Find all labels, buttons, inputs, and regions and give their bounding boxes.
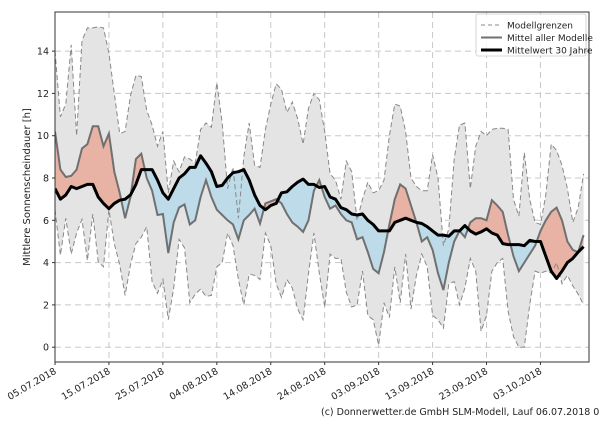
x-tick-label: 04.08.2018 xyxy=(168,366,221,403)
x-tick-label: 13.09.2018 xyxy=(383,366,436,403)
legend-label: Mittel aller Modelle xyxy=(507,34,593,44)
y-tick-label: 2 xyxy=(43,300,49,311)
y-tick-label: 10 xyxy=(37,131,49,142)
x-tick-label: 03.09.2018 xyxy=(330,366,383,403)
legend-label: Modellgrenzen xyxy=(507,22,573,32)
y-tick-label: 14 xyxy=(37,47,49,58)
model-mean-line xyxy=(55,125,585,291)
x-tick-label: 24.08.2018 xyxy=(276,366,329,403)
y-tick-label: 0 xyxy=(43,343,49,354)
model-lower-bound-line xyxy=(55,209,585,348)
footer-credit: (c) Donnerwetter.de GmbH SLM-Modell, Lau… xyxy=(321,407,600,418)
x-tick-label: 14.08.2018 xyxy=(222,366,275,403)
x-tick-label: 03.10.2018 xyxy=(491,366,544,403)
x-tick-label: 23.09.2018 xyxy=(437,366,490,403)
legend-label: Mittelwert 30 Jahre xyxy=(507,47,593,57)
y-axis-label: Mittlere Sonnenscheindauer [h] xyxy=(22,108,33,266)
plot-frame xyxy=(54,11,590,363)
x-tick-label: 25.07.2018 xyxy=(114,366,167,403)
y-axis: 0 2 4 6 8 10 12 14 xyxy=(37,47,55,354)
legend: Modellgrenzen Mittel aller Modelle Mittelw… xyxy=(475,13,593,57)
y-tick-label: 6 xyxy=(43,216,49,227)
x-tick-label: 05.07.2018 xyxy=(6,366,59,403)
y-tick-label: 8 xyxy=(43,174,49,185)
y-tick-label: 4 xyxy=(43,258,49,269)
x-axis: 05.07.2018 15.07.2018 25.07.2018 04.08.2018… xyxy=(6,362,544,403)
model-upper-bound-line xyxy=(55,26,585,246)
x-tick-label: 15.07.2018 xyxy=(60,366,113,403)
climate-mean-line xyxy=(55,154,585,280)
y-tick-label: 12 xyxy=(37,89,49,100)
